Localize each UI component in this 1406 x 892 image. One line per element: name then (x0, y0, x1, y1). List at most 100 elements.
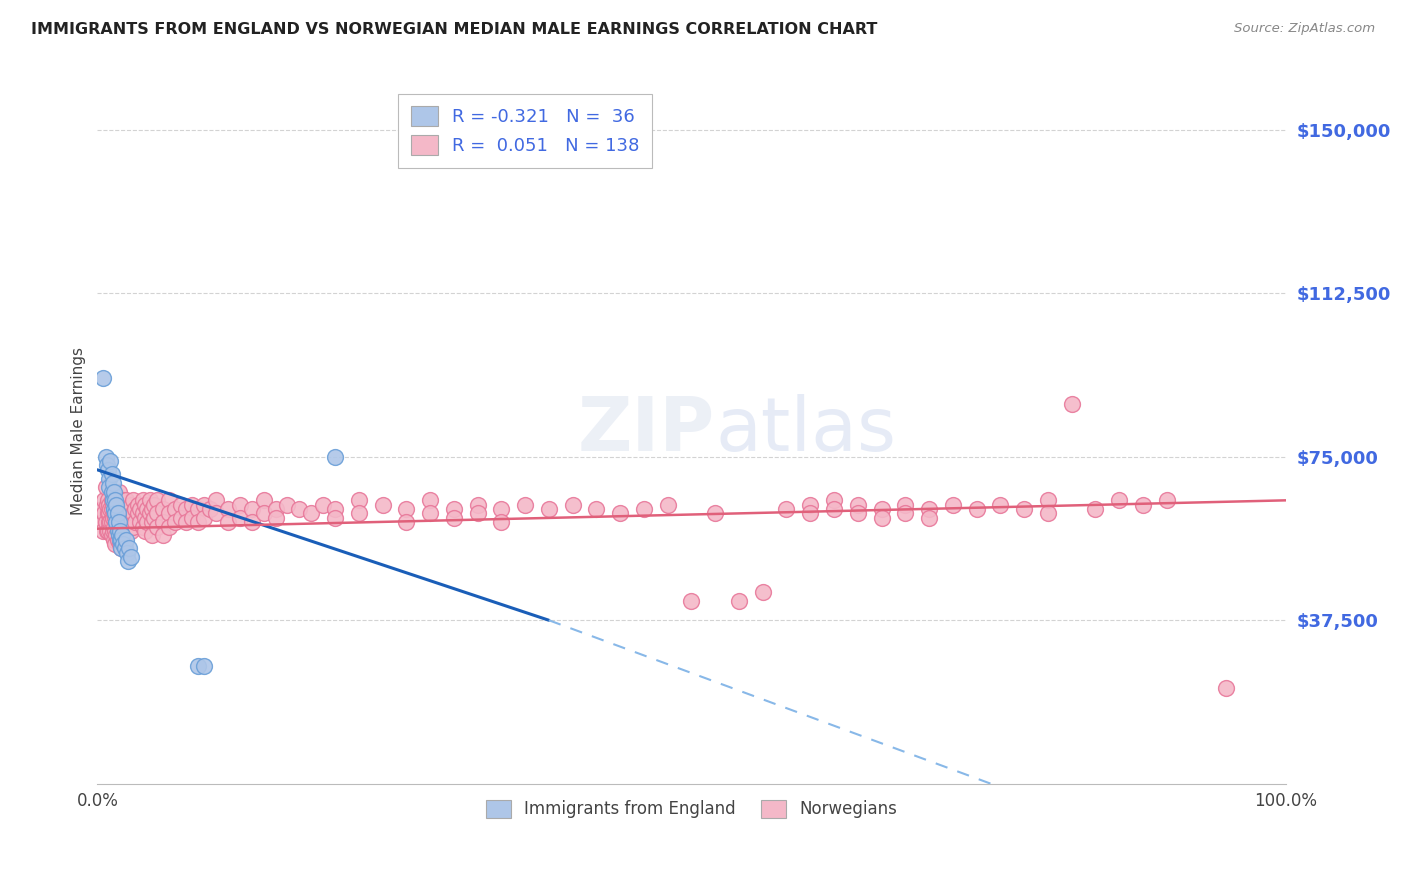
Point (942, 498, 965, 512)
Point (110, 515, 132, 529)
Point (894, 498, 917, 512)
Point (141, 502, 163, 516)
Point (96, 458, 118, 473)
Point (253, 493, 276, 508)
Point (131, 493, 153, 508)
Point (181, 498, 204, 512)
Text: atlas: atlas (716, 394, 896, 467)
Point (110, 541, 132, 556)
Point (127, 507, 149, 521)
Point (657, 498, 679, 512)
Point (122, 507, 145, 521)
Point (145, 493, 167, 508)
Point (1036, 493, 1059, 508)
Point (98, 480, 121, 494)
Point (1060, 397, 1083, 411)
Point (799, 498, 821, 512)
Point (118, 541, 141, 556)
Point (799, 507, 821, 521)
Point (467, 498, 489, 512)
Point (323, 510, 346, 524)
Point (443, 510, 465, 524)
Point (145, 507, 167, 521)
Point (103, 507, 125, 521)
Point (229, 510, 252, 524)
Point (136, 515, 159, 529)
Point (101, 510, 124, 524)
Point (107, 533, 129, 547)
Point (101, 484, 124, 499)
Point (100, 515, 122, 529)
Point (105, 515, 128, 529)
Point (112, 537, 135, 551)
Point (988, 498, 1011, 512)
Point (288, 502, 311, 516)
Point (104, 498, 127, 512)
Point (108, 524, 131, 538)
Point (107, 524, 129, 538)
Point (103, 493, 125, 508)
Point (112, 507, 135, 521)
Point (94, 515, 117, 529)
Point (114, 541, 136, 556)
Point (97, 524, 120, 538)
Point (107, 507, 129, 521)
Point (108, 498, 131, 512)
Point (846, 498, 869, 512)
Point (187, 502, 209, 516)
Point (157, 507, 180, 521)
Point (176, 502, 198, 516)
Point (124, 515, 146, 529)
Point (98, 471, 121, 485)
Point (91, 515, 114, 529)
Point (112, 493, 135, 508)
Point (870, 502, 893, 516)
Text: IMMIGRANTS FROM ENGLAND VS NORWEGIAN MEDIAN MALE EARNINGS CORRELATION CHART: IMMIGRANTS FROM ENGLAND VS NORWEGIAN MED… (31, 22, 877, 37)
Point (117, 502, 139, 516)
Point (217, 515, 239, 529)
Point (681, 593, 703, 607)
Point (152, 528, 174, 542)
Point (491, 502, 513, 516)
Point (100, 528, 122, 542)
Point (134, 510, 156, 524)
Point (187, 659, 209, 673)
Point (100, 502, 122, 516)
Point (120, 510, 142, 524)
Point (585, 502, 607, 516)
Point (1036, 507, 1059, 521)
Point (112, 519, 135, 533)
Point (94, 480, 117, 494)
Point (775, 502, 797, 516)
Point (419, 493, 441, 508)
Point (1012, 502, 1035, 516)
Point (107, 528, 129, 542)
Point (163, 515, 186, 529)
Point (98, 507, 121, 521)
Point (100, 454, 122, 468)
Point (299, 507, 322, 521)
Point (1132, 498, 1154, 512)
Point (104, 537, 127, 551)
Point (152, 502, 174, 516)
Point (347, 507, 370, 521)
Point (240, 515, 263, 529)
Point (127, 498, 149, 512)
Point (101, 475, 124, 490)
Point (107, 484, 129, 499)
Point (115, 507, 138, 521)
Point (120, 498, 142, 512)
Point (846, 507, 869, 521)
Point (100, 467, 122, 482)
Point (110, 541, 132, 556)
Point (918, 502, 941, 516)
Point (894, 507, 917, 521)
Point (97, 493, 120, 508)
Point (395, 502, 418, 516)
Point (91, 371, 114, 385)
Point (187, 515, 209, 529)
Point (205, 493, 228, 508)
Point (100, 502, 122, 516)
Point (141, 515, 163, 529)
Point (129, 502, 152, 516)
